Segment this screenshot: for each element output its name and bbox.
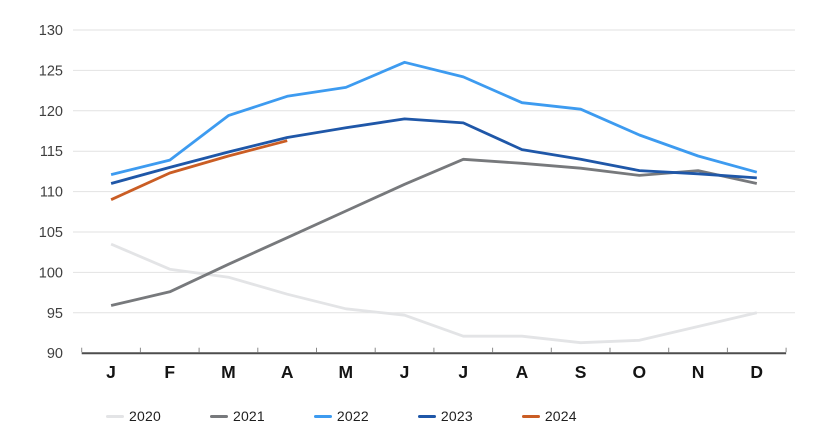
legend-swatch-2021	[209, 414, 228, 418]
legend-item-2022[interactable]: 2022	[313, 408, 369, 424]
y-tick-label: 130	[39, 23, 63, 39]
y-tick-label: 125	[39, 63, 63, 79]
y-tick-label: 90	[47, 346, 63, 362]
series-2020-line	[110, 242, 758, 345]
x-tick-label: D	[750, 362, 763, 382]
legend-label: 2022	[336, 408, 369, 424]
y-tick-label: 105	[39, 225, 63, 241]
legend-label: 2023	[440, 408, 473, 424]
legend-swatch-2022	[313, 414, 332, 418]
x-tick-label: A	[281, 362, 294, 382]
legend-swatch-2024	[521, 414, 540, 418]
x-tick-label: J	[400, 362, 410, 382]
legend-swatch-2023	[417, 414, 436, 418]
legend-label: 2024	[544, 408, 577, 424]
y-tick-label: 100	[39, 265, 63, 281]
series-2023-line	[110, 117, 757, 185]
y-tick-label: 115	[40, 144, 63, 160]
legend-item-2021[interactable]: 2021	[209, 408, 265, 424]
x-tick-label: O	[633, 362, 647, 382]
x-tick-label: M	[339, 362, 354, 382]
y-tick-label: 95	[47, 306, 63, 322]
x-tick-label: A	[516, 362, 529, 382]
series-2021-line	[110, 157, 758, 307]
x-tick-label: J	[106, 362, 116, 382]
legend-label: 2021	[232, 408, 265, 424]
x-tick-label: S	[575, 362, 587, 382]
y-tick-label: 120	[39, 104, 63, 120]
legend-item-2023[interactable]: 2023	[417, 408, 473, 424]
legend-label: 2020	[129, 408, 161, 424]
x-tick-label: M	[221, 362, 236, 382]
series-2022-line	[110, 60, 758, 176]
legend-swatch-2020	[106, 414, 124, 418]
chart-legend: 2020 2021 2022 2023 2024	[106, 407, 577, 425]
x-tick-label: N	[692, 362, 705, 382]
x-tick-label: J	[458, 362, 468, 382]
legend-item-2020[interactable]: 2020	[106, 408, 161, 424]
y-tick-label: 110	[40, 185, 63, 201]
legend-item-2024[interactable]: 2024	[521, 408, 577, 424]
series-2024-line	[110, 139, 288, 201]
x-tick-label: F	[164, 362, 175, 382]
